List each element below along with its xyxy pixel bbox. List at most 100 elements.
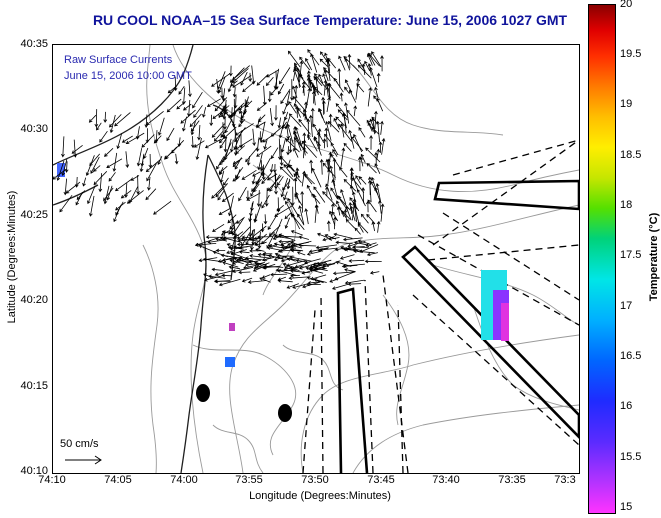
current-vector: [158, 117, 165, 136]
current-vector: [351, 245, 365, 250]
current-vector: [322, 138, 327, 149]
current-vector: [212, 250, 228, 258]
current-vector: [267, 254, 283, 260]
current-vector: [316, 232, 329, 239]
current-vector: [229, 251, 250, 260]
current-vector: [334, 271, 356, 281]
scale-arrow: [65, 455, 102, 465]
current-vector: [290, 230, 303, 236]
current-vector: [213, 130, 224, 142]
current-vector: [306, 282, 321, 287]
current-vector: [276, 176, 284, 186]
current-vector: [305, 87, 312, 109]
current-vector: [221, 273, 232, 278]
current-vector: [116, 133, 123, 150]
current-vector: [306, 184, 312, 194]
current-vector: [216, 156, 225, 170]
current-vector: [318, 108, 326, 124]
current-vector: [140, 153, 145, 167]
current-vector: [301, 170, 306, 187]
current-vector: [364, 259, 382, 264]
map-plot-area[interactable]: [52, 44, 580, 474]
current-vector: [261, 256, 275, 262]
current-vector: [217, 190, 225, 201]
current-vector: [258, 131, 263, 141]
x-tick: 74:10: [38, 474, 66, 486]
current-vector: [202, 107, 207, 118]
current-vector: [191, 136, 195, 149]
current-vector: [349, 197, 360, 212]
current-vector: [322, 236, 335, 242]
current-vector: [338, 55, 346, 71]
current-vector: [88, 195, 95, 217]
current-vector: [264, 187, 269, 207]
current-vector: [260, 157, 271, 176]
current-vector: [366, 252, 378, 257]
sst-patches: [57, 163, 509, 367]
current-vector: [286, 178, 291, 190]
current-vector: [223, 116, 227, 130]
current-vector: [299, 60, 304, 83]
current-vector: [218, 76, 226, 94]
x-tick: 73:40: [432, 474, 460, 486]
current-vector: [64, 161, 69, 173]
current-vector: [238, 186, 247, 202]
current-vector: [366, 119, 375, 133]
current-vector: [262, 132, 276, 143]
current-vector: [347, 282, 362, 287]
colorbar-tick: 19.5: [620, 48, 642, 60]
current-vector: [166, 127, 175, 142]
current-vector: [215, 237, 228, 242]
current-vector: [287, 242, 303, 249]
current-vector: [280, 138, 286, 153]
current-vector: [136, 148, 143, 167]
current-vector: [378, 141, 383, 153]
current-vector: [322, 73, 328, 85]
current-vector: [298, 235, 310, 240]
current-vector: [366, 53, 373, 66]
y-tick: 40:20: [20, 294, 48, 306]
current-vector: [285, 138, 300, 153]
surface-current-vectors: [53, 49, 386, 290]
current-vector: [59, 194, 73, 213]
current-vector: [222, 261, 239, 268]
current-vector: [295, 105, 299, 118]
current-vector: [283, 163, 294, 178]
current-vector: [241, 109, 247, 119]
current-vector: [270, 272, 288, 277]
current-vector: [103, 187, 114, 202]
legend-line-1: Raw Surface Currents: [64, 54, 173, 66]
current-vector: [257, 152, 263, 171]
current-vector: [251, 175, 256, 185]
current-vector: [220, 87, 224, 99]
current-vector: [286, 124, 291, 140]
current-vector: [349, 167, 354, 188]
current-vector: [253, 236, 264, 241]
current-vector: [284, 116, 291, 130]
current-vector: [304, 173, 315, 185]
current-vector: [262, 251, 273, 256]
x-tick: 73:3: [554, 474, 576, 486]
current-vector: [182, 103, 192, 111]
current-vector: [157, 156, 163, 166]
current-vector: [332, 149, 338, 157]
current-vector: [305, 57, 313, 71]
current-vector: [353, 105, 358, 117]
current-vector: [335, 116, 345, 126]
current-vector: [279, 166, 295, 181]
current-vector: [357, 58, 366, 72]
colorbar-tick: 16: [620, 400, 633, 412]
current-vector: [214, 269, 236, 277]
current-vector: [232, 258, 247, 265]
current-vector: [321, 96, 326, 115]
temperature-colorbar: [588, 4, 616, 514]
current-vector: [267, 175, 282, 192]
current-vector: [344, 268, 356, 273]
current-vector: [252, 128, 256, 146]
colorbar-tick: 17.5: [620, 249, 642, 261]
current-vector: [343, 178, 357, 192]
current-vector: [310, 81, 317, 93]
current-vector: [349, 89, 357, 103]
current-vector: [270, 86, 278, 96]
current-vector: [229, 258, 244, 264]
